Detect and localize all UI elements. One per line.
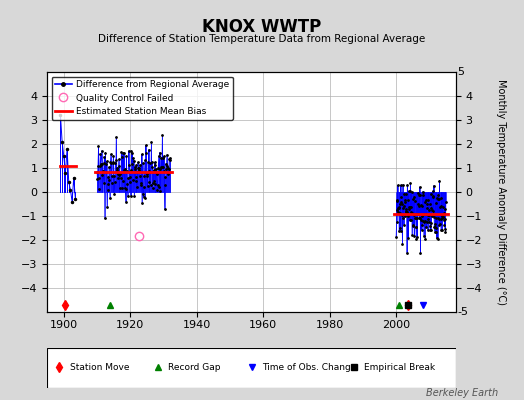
Text: Berkeley Earth: Berkeley Earth <box>425 388 498 398</box>
Y-axis label: Monthly Temperature Anomaly Difference (°C): Monthly Temperature Anomaly Difference (… <box>496 79 506 305</box>
Text: Difference of Station Temperature Data from Regional Average: Difference of Station Temperature Data f… <box>99 34 425 44</box>
Text: Record Gap: Record Gap <box>168 363 220 372</box>
Legend: Difference from Regional Average, Quality Control Failed, Estimated Station Mean: Difference from Regional Average, Qualit… <box>52 76 233 120</box>
FancyBboxPatch shape <box>47 348 456 388</box>
Text: -5: -5 <box>457 307 468 317</box>
Text: 5: 5 <box>457 67 465 77</box>
Text: Time of Obs. Change: Time of Obs. Change <box>262 363 356 372</box>
Text: KNOX WWTP: KNOX WWTP <box>202 18 322 36</box>
Text: Empirical Break: Empirical Break <box>364 363 435 372</box>
Text: Station Move: Station Move <box>70 363 129 372</box>
